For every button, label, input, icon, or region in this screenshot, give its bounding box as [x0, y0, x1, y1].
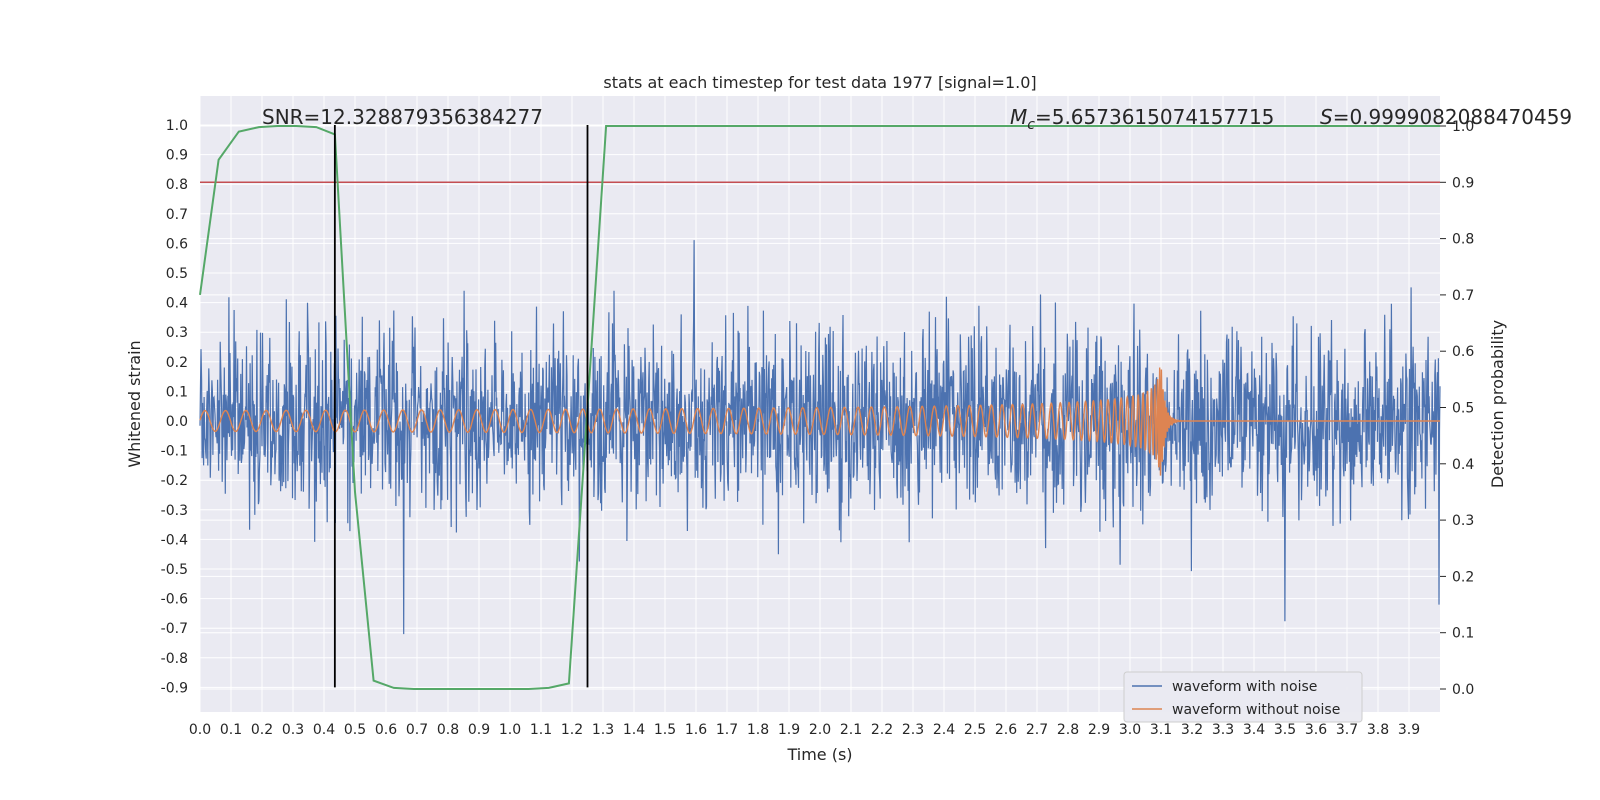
y-tick-label: -0.1 [161, 444, 188, 460]
x-tick-label: 3.1 [1150, 722, 1172, 738]
y-right-tick-label: 0.2 [1452, 569, 1474, 585]
series-waveform-with-noise [199, 240, 1441, 635]
y-tick-label: -0.3 [161, 503, 188, 519]
y-tick-label: 0.9 [166, 148, 188, 164]
y-right-tick-label: 0.8 [1452, 232, 1474, 248]
s-symbol: S [1320, 105, 1333, 129]
x-tick-label: 0.3 [282, 722, 304, 738]
x-tick-label: 2.9 [1088, 722, 1110, 738]
x-tick-label: 2.4 [933, 722, 955, 738]
x-axis-label: Time (s) [786, 745, 852, 764]
x-tick-label: 1.2 [561, 722, 583, 738]
x-tick-label: 0.8 [437, 722, 459, 738]
y-right-tick-label: 0.1 [1452, 626, 1474, 642]
x-tick-label: 0.5 [344, 722, 366, 738]
y-tick-label: -0.5 [161, 562, 188, 578]
x-tick-label: 0.7 [406, 722, 428, 738]
y-right-tick-label: 0.4 [1452, 457, 1474, 473]
x-tick-label: 0.0 [189, 722, 211, 738]
chart-title: stats at each timestep for test data 197… [603, 73, 1036, 92]
legend-label-noise: waveform with noise [1172, 679, 1317, 695]
y-right-tick-labels: 1.0 0.9 0.8 0.7 0.6 0.5 0.4 0.3 0.2 0.1 0.0 [1440, 119, 1474, 698]
y-tick-label: -0.4 [161, 532, 188, 548]
y-tick-label: 0.0 [166, 414, 188, 430]
waveform-without-noise-line [199, 367, 1440, 476]
x-tick-label: 1.4 [623, 722, 645, 738]
mc-annotation: Mc=5.6573615074157715 [1010, 105, 1274, 133]
mc-symbol: M [1010, 105, 1027, 129]
y-tick-label: 0.2 [166, 355, 188, 371]
legend: waveform with noise waveform without noi… [1123, 671, 1363, 723]
x-tick-label: 1.7 [716, 722, 738, 738]
y-right-tick-label: 1.0 [1452, 119, 1474, 135]
y-tick-label: -0.6 [161, 592, 188, 608]
vertical-markers [333, 125, 589, 688]
y-right-tick-label: 0.5 [1452, 401, 1474, 417]
x-tick-label: 3.3 [1212, 722, 1234, 738]
s-value: =0.9999082088470459 [1333, 105, 1572, 129]
x-tick-label: 0.6 [375, 722, 397, 738]
series-detection-probability [199, 125, 1440, 690]
x-tick-label: 2.2 [871, 722, 893, 738]
y-axis-label: Whitened strain [125, 340, 144, 467]
y-tick-label: -0.2 [161, 473, 188, 489]
x-tick-label: 0.1 [220, 722, 242, 738]
x-tick-label: 3.8 [1367, 722, 1389, 738]
x-tick-label: 1.6 [685, 722, 707, 738]
x-tick-label: 3.6 [1305, 722, 1327, 738]
x-tick-label: 0.2 [251, 722, 273, 738]
x-tick-label: 1.5 [654, 722, 676, 738]
mc-subscript: c [1027, 117, 1035, 133]
x-tick-label: 3.5 [1274, 722, 1296, 738]
y-tick-label: 0.7 [166, 207, 188, 223]
y-tick-label: 0.3 [166, 325, 188, 341]
legend-label-chirp: waveform without noise [1172, 702, 1340, 718]
y-tick-label: 0.8 [166, 177, 188, 193]
x-tick-label: 2.8 [1057, 722, 1079, 738]
x-tick-label: 2.7 [1026, 722, 1048, 738]
x-tick-label: 2.1 [840, 722, 862, 738]
x-tick-label: 1.1 [530, 722, 552, 738]
series-waveform-without-noise [199, 367, 1440, 476]
y-tick-label: -0.9 [161, 680, 188, 696]
mc-value: =5.6573615074157715 [1035, 105, 1274, 129]
x-tick-label: 2.6 [995, 722, 1017, 738]
x-tick-label: 2.0 [809, 722, 831, 738]
y-right-tick-label: 0.0 [1452, 682, 1474, 698]
y-right-tick-label: 0.6 [1452, 344, 1474, 360]
x-tick-label: 1.9 [778, 722, 800, 738]
y-tick-label: 0.1 [166, 384, 188, 400]
x-tick-label: 3.2 [1181, 722, 1203, 738]
y-tick-label: 0.5 [166, 266, 188, 282]
y-right-tick-label: 0.9 [1452, 175, 1474, 191]
snr-annotation: SNR=12.328879356384277 [262, 105, 543, 129]
legend-box [1123, 671, 1363, 723]
y-tick-labels: 1.0 0.9 0.8 0.7 0.6 0.5 0.4 0.3 0.2 0.1 0.0 -0.1 -0.… [161, 118, 188, 696]
y-tick-label: -0.7 [161, 621, 188, 637]
x-tick-label: 2.5 [964, 722, 986, 738]
y-tick-label: 0.4 [166, 296, 188, 312]
y-tick-label: -0.8 [161, 651, 188, 667]
x-tick-label: 3.9 [1398, 722, 1420, 738]
y-right-axis-label: Detection probability [1488, 320, 1507, 488]
x-tick-label: 0.9 [468, 722, 490, 738]
y-tick-label: 1.0 [166, 118, 188, 134]
s-annotation: S=0.9999082088470459 [1320, 105, 1572, 129]
x-tick-label: 2.3 [902, 722, 924, 738]
waveform-with-noise-line [199, 240, 1441, 635]
x-tick-label: 3.4 [1243, 722, 1265, 738]
x-tick-label: 3.7 [1336, 722, 1358, 738]
y-tick-label: 0.6 [166, 236, 188, 252]
detection-probability-line [199, 125, 1440, 690]
x-tick-label: 1.8 [747, 722, 769, 738]
x-tick-label: 3.0 [1119, 722, 1141, 738]
y-right-tick-label: 0.7 [1452, 288, 1474, 304]
x-tick-label: 1.3 [592, 722, 614, 738]
x-tick-labels: 0.0 0.1 0.2 0.3 0.4 0.5 0.6 0.7 0.8 0.9 1.0 1.1 1.2 1… [189, 722, 1420, 738]
x-tick-label: 0.4 [313, 722, 335, 738]
x-tick-label: 1.0 [499, 722, 521, 738]
y-right-tick-label: 0.3 [1452, 513, 1474, 529]
